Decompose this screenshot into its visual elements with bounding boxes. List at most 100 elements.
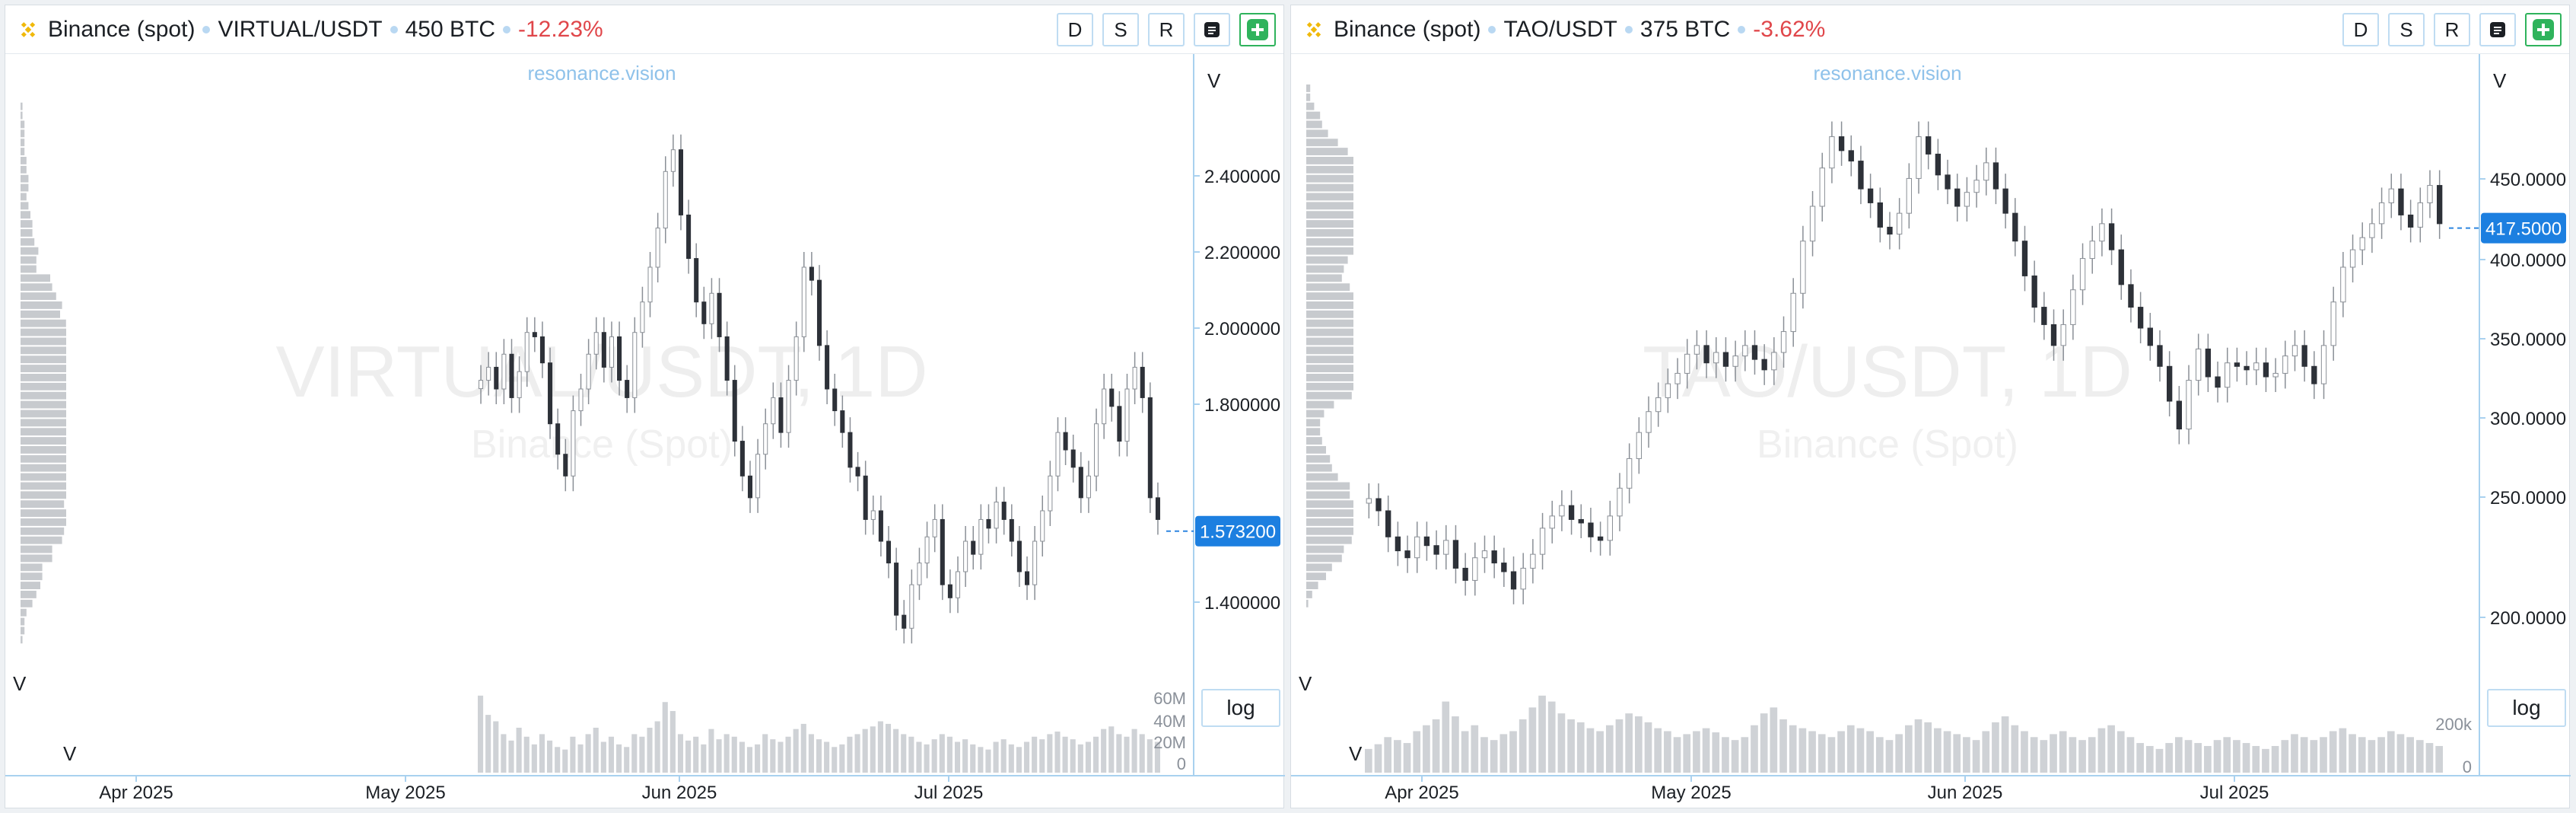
volume-bar (2329, 731, 2337, 773)
separator-dot (202, 25, 211, 33)
volume-profile (1306, 84, 1353, 607)
candle-body (1001, 502, 1007, 520)
price-chart[interactable]: resonance.vision TAO/USDT, 1D Binance (S… (1291, 54, 2571, 808)
profile-bar (1306, 229, 1353, 237)
volume-bar (2252, 745, 2260, 773)
candle-body (1800, 241, 1806, 294)
candle-body (994, 502, 999, 529)
change-label: -3.62% (1753, 16, 1826, 42)
candle-body (1983, 162, 1989, 181)
candle-body (2407, 214, 2414, 228)
volume-bar (677, 734, 684, 773)
candle-body (663, 171, 668, 229)
volume-bar (2320, 737, 2327, 773)
volume-bar (2078, 740, 2086, 773)
add-button[interactable] (2525, 13, 2562, 46)
volume-bar (2194, 743, 2202, 773)
profile-bar (1306, 310, 1353, 318)
volume-bar (1625, 713, 1633, 773)
volume-bar (1092, 736, 1099, 773)
volume-bar (639, 736, 645, 773)
d-button[interactable]: D (2342, 13, 2379, 46)
volume-bar (516, 727, 522, 773)
candle-body (2320, 345, 2327, 384)
notes-button[interactable] (2479, 13, 2516, 46)
volume-bar (493, 721, 499, 773)
candle-body (2378, 202, 2385, 225)
volume-bar (1085, 741, 1091, 773)
price-tick-label: 350.0000 (2490, 330, 2566, 350)
volume-bar (1528, 707, 1537, 773)
volume-bar (1077, 744, 1083, 773)
candle-body (1713, 352, 1719, 364)
candle-body (2263, 362, 2269, 378)
volume-bars (478, 695, 1160, 773)
profile-bar (21, 220, 33, 228)
candle-body (694, 258, 699, 303)
volume-bar (585, 734, 591, 773)
candle-body (2244, 365, 2250, 371)
candle-body (1109, 388, 1115, 407)
volume-bar (1576, 722, 1585, 773)
candle-body (1452, 540, 1459, 569)
profile-bar (1306, 337, 1353, 346)
volume-bar (1654, 728, 1662, 773)
candle-body (678, 149, 684, 215)
candle-body (647, 266, 653, 303)
log-scale-button[interactable]: log (1201, 689, 1280, 727)
volume-bar (662, 702, 668, 773)
volume-bar (1365, 748, 1372, 773)
profile-bar (1306, 102, 1315, 110)
candle-body (578, 388, 584, 412)
add-button[interactable] (1239, 13, 1276, 46)
volume-bar (577, 744, 584, 773)
candle-body (586, 353, 591, 390)
candle-body (894, 563, 899, 616)
volume-bar (2223, 737, 2231, 773)
change-label: -12.23% (517, 16, 603, 42)
profile-bar (21, 157, 27, 164)
profile-bar (1306, 265, 1344, 273)
r-button[interactable]: R (2434, 13, 2470, 46)
d-button[interactable]: D (1057, 13, 1093, 46)
profile-bar (21, 310, 60, 318)
candle-body (1742, 345, 1748, 357)
exchange-watermark: Binance (Spot) (471, 422, 733, 467)
volume-bar (2406, 737, 2414, 773)
candle-body (509, 353, 514, 398)
r-button[interactable]: R (1148, 13, 1185, 46)
candle-body (2272, 372, 2279, 378)
notes-button[interactable] (1194, 13, 1230, 46)
volume-bar (2030, 737, 2038, 773)
candle-body (1926, 136, 1932, 155)
volume-bar (2097, 728, 2106, 773)
site-watermark: resonance.vision (527, 62, 676, 84)
log-scale-button[interactable]: log (2487, 689, 2566, 727)
profile-bar (21, 527, 65, 535)
volume-bar (2116, 731, 2125, 773)
price-tick-label: 2.000000 (1204, 319, 1280, 340)
volume-bar (1664, 731, 1671, 773)
candle-body (617, 336, 622, 381)
volume-bar (1827, 737, 1836, 773)
price-chart[interactable]: resonance.vision VIRTUAL/USDT, 1D Binanc… (5, 54, 1285, 808)
volume-bar (1139, 734, 1145, 773)
volume-bar (1442, 701, 1450, 773)
s-button[interactable]: S (2388, 13, 2425, 46)
volume-bar (1712, 732, 1720, 773)
candles (1366, 121, 2443, 604)
candle-body (1086, 475, 1091, 499)
volume-bar (616, 744, 622, 773)
volume-bar (832, 747, 838, 773)
volume-bar (1509, 731, 1517, 773)
candle-body (1751, 345, 1758, 360)
profile-bar (21, 446, 66, 454)
s-button[interactable]: S (1102, 13, 1139, 46)
profile-bar (1306, 599, 1309, 607)
candle-body (1481, 550, 1488, 559)
candle-body (2253, 362, 2260, 371)
candle-body (1559, 505, 1565, 517)
volume-v-label: V (63, 742, 77, 765)
profile-bar (1306, 292, 1353, 300)
